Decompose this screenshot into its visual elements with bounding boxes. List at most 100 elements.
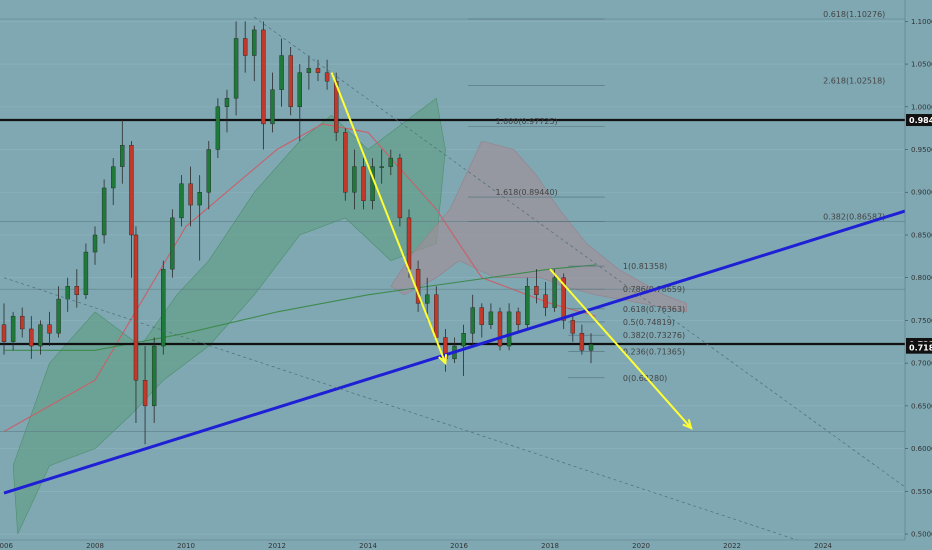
candle-bearish [406,217,412,270]
dashed-descending-line [254,16,906,488]
y-tick-label: 0.80000 [911,274,932,282]
candle-bullish [525,286,530,325]
y-tick-label: 0.90000 [911,189,932,197]
price-tag [906,114,932,127]
candle-bullish [470,307,475,334]
y-tick-label: 0.50000 [911,531,932,539]
candle-bullish [10,315,16,342]
fib-label: 0.5(0.74819) [623,318,675,327]
fib-label: 1(0.81358) [623,262,667,271]
candle-bullish [38,324,43,347]
cloud-bullish [12,97,446,535]
x-tick-label: 2024 [814,542,832,550]
candle-bullish [56,298,61,334]
candle-bearish [47,324,52,334]
candle-bearish [29,328,34,347]
candle-bearish [315,68,321,73]
candle-bullish [120,145,125,167]
y-tick-label: 1.10000 [911,18,932,26]
candle-bearish [397,157,403,219]
y-tick-label: 0.65000 [911,402,932,410]
candle-bearish [129,145,134,236]
time-axis[interactable]: 2006 2008 2010 2012 2014 2016 2018 2020 2022 2024 [0,539,932,550]
candle-bullish [206,149,211,193]
candle-bearish [561,277,566,321]
candle-bullish [461,333,466,347]
trend-line [3,16,906,543]
candle-bullish [352,166,357,193]
candle-bearish [242,38,248,56]
projection-arrows [330,72,693,430]
y-tick-label: 1.05000 [911,61,932,69]
horizontal-levels [0,18,905,432]
y-tick-label: 0.85000 [911,231,932,239]
x-tick-label: 2010 [177,542,195,550]
candle-bullish [65,286,70,300]
candle-bearish [324,72,330,82]
candle-bearish [579,333,585,351]
candle-bearish [142,380,148,407]
price-tag-label: 0.98452 [909,116,932,125]
candle-bearish [543,294,548,308]
x-tick-label: 2016 [450,542,468,550]
fib-label: 0(0.68280) [623,374,667,383]
candle-bullish [215,106,221,150]
x-tick-label: 2014 [359,542,377,550]
dashed-descending-line [3,277,805,543]
candle-bullish [270,89,275,125]
candle-bearish [479,307,485,325]
projection-arrow-head [438,354,448,366]
x-tick-label: 2006 [0,542,13,550]
candle-bearish [516,311,521,325]
candle-bearish [1,324,7,342]
candle-bullish [424,294,430,304]
ichimoku-cloud [12,97,687,535]
candle-bearish [288,55,293,108]
candle-bearish [333,80,339,133]
candle-bullish [588,344,594,351]
candle-bullish [111,166,116,189]
fibonacci-levels: 0.618(1.10276) 2.618(1.02518) 1.000(0.9772… [468,10,885,383]
x-tick-label: 2022 [723,542,741,550]
x-tick-label: 2018 [541,542,559,550]
candle-bullish [179,183,184,219]
fib-label: 1.618(0.89440) [495,188,557,197]
candle-bullish [297,72,302,108]
candle-bullish [388,157,393,167]
moving-average-1 [3,123,596,432]
moving-average-2 [4,264,596,351]
candle-bullish [306,68,312,73]
candle-bearish [434,294,439,338]
candles [1,21,594,445]
candle-bullish [170,217,175,270]
axis-panel [0,540,932,550]
projection-arrow-head [682,419,693,430]
fib-label: 0.618(1.10276) [823,10,885,19]
candle-bullish [197,192,202,206]
candle-bearish [261,29,266,125]
candle-bullish [151,345,157,407]
candle-bullish [224,98,230,108]
candle-bullish [83,251,89,295]
projection-arrow-shaft [330,72,447,364]
candle-bullish [101,187,107,236]
candle-bullish [161,268,166,347]
moving-averages [3,123,596,432]
fib-label: 2.618(1.02518) [823,76,885,85]
candle-bearish [570,320,576,334]
x-tick-label: 2020 [632,542,650,550]
candle-bearish [534,286,539,295]
fib-label: 0.236(0.71365) [623,347,685,356]
price-axis[interactable]: 1.10000 1.05000 1.00000 0.95000 0.90000 0.850… [904,0,932,550]
y-tick-label: 1.00000 [911,103,932,111]
candle-bullish [92,234,98,253]
candle-bullish [252,29,257,56]
candle-bullish [233,38,239,99]
candle-bearish [497,311,503,347]
candle-bearish [74,286,80,295]
candle-bearish [343,132,348,193]
ascending-trend-line [3,209,906,495]
price-tag-label: 0.71808 [909,344,932,353]
